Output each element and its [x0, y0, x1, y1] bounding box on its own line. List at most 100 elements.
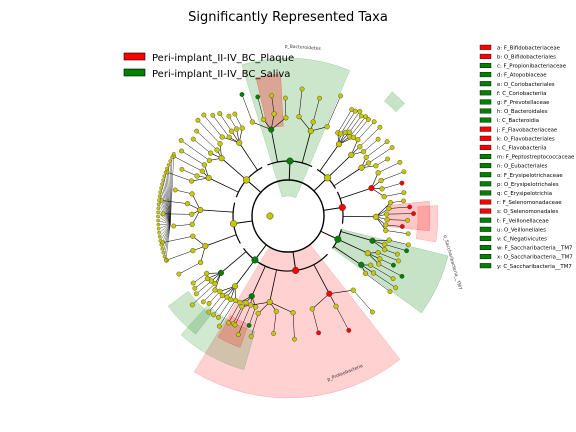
- taxa-key: a: F_Bifidobacteriaceae b: O_Bifidobacter…: [479, 44, 575, 270]
- class-branch: [200, 209, 234, 213]
- taxa-key-label: m: F_Peptostreptococcaceae: [497, 155, 575, 161]
- taxa-key-label: x: O_Saccharibacteria__TM7: [497, 255, 573, 261]
- leaf-node: [377, 124, 383, 130]
- order-node: [199, 168, 205, 174]
- leaf-branch: [387, 219, 408, 221]
- phylum-node: [286, 157, 294, 165]
- class-node: [266, 299, 273, 306]
- order-node: [373, 163, 379, 169]
- order-node: [212, 281, 218, 287]
- tip-node: [160, 182, 164, 186]
- leaf-node: [176, 271, 182, 277]
- taxa-key-swatch: [479, 99, 492, 105]
- leaf-node: [387, 289, 393, 295]
- order-node: [346, 129, 352, 135]
- leaf-branch: [312, 308, 319, 333]
- taxa-key-label: i: C_Bacteroidia: [497, 118, 539, 124]
- leaf-node: [226, 320, 231, 326]
- order-node: [219, 134, 225, 140]
- leaf-node: [235, 332, 241, 338]
- leaf-node: [160, 211, 166, 217]
- leaf-branch: [373, 272, 396, 288]
- tip-branch: [160, 192, 171, 225]
- leaf-branch: [166, 171, 192, 182]
- leaf-branch: [208, 295, 223, 313]
- leaf-node: [217, 111, 223, 116]
- order-node: [383, 227, 389, 234]
- bifidobacteriales-shade: [217, 315, 249, 348]
- tip-branch: [168, 164, 171, 225]
- taxa-key-label: a: F_Bifidobacteriaceae: [497, 45, 561, 51]
- order-node: [212, 287, 218, 293]
- order-node: [370, 270, 377, 276]
- leaf-branch: [353, 119, 369, 138]
- class-node: [248, 293, 255, 300]
- tip-node: [156, 226, 161, 231]
- leaf-branch: [180, 140, 210, 161]
- order-branch: [241, 301, 270, 307]
- phylum-node: [334, 235, 342, 243]
- leaf-node: [179, 166, 185, 172]
- order-node: [375, 170, 381, 176]
- tip-branch: [170, 157, 173, 225]
- leaf-node: [357, 108, 363, 114]
- tip-branch: [162, 180, 171, 225]
- leaf-branch: [175, 189, 193, 195]
- order-node: [375, 249, 381, 256]
- leaf-branch: [380, 171, 405, 181]
- leaf-node: [190, 280, 196, 286]
- taxa-key-label: j: F_Flavobacteriaceae: [496, 127, 558, 133]
- order-node: [377, 256, 383, 262]
- leaf-branch: [384, 244, 407, 251]
- order-branch: [375, 202, 391, 217]
- order-node: [189, 191, 195, 197]
- tip-node: [160, 247, 164, 251]
- order-node: [228, 296, 234, 303]
- leaf-branch: [345, 111, 361, 133]
- leaf-branch: [257, 96, 264, 120]
- tree-nodes-layer: [156, 86, 416, 342]
- order-branch: [269, 301, 294, 314]
- taxa-key-label: e: O_Coriobacteriales: [497, 82, 555, 88]
- order-node: [296, 114, 302, 120]
- tip-node: [163, 170, 168, 175]
- taxa-key-swatch: [479, 53, 492, 59]
- leaf-branch: [368, 147, 393, 164]
- leaf-node: [390, 276, 396, 281]
- tip-branch: [165, 172, 171, 225]
- leaf-node: [192, 285, 198, 291]
- leaf-node: [178, 138, 184, 143]
- order-node: [194, 173, 200, 179]
- leaf-branch: [219, 113, 232, 132]
- tip-node: [158, 239, 163, 243]
- tip-node: [156, 202, 161, 206]
- leaf-node: [385, 156, 391, 162]
- taxa-key-label: t: F_Veillonellaceae: [497, 218, 549, 224]
- bacteroidetes-clade-shade: [241, 57, 351, 198]
- taxa-key-label: v: C_Negativicutes: [497, 237, 547, 243]
- class-branch: [333, 167, 362, 187]
- order-node: [226, 134, 232, 140]
- tip-branch: [160, 188, 171, 225]
- class-branch: [313, 264, 330, 294]
- order-node: [206, 157, 213, 164]
- taxa-key-swatch: [479, 172, 492, 178]
- leaf-branch: [161, 200, 188, 204]
- leaf-branch: [357, 121, 375, 140]
- order-node: [208, 278, 215, 284]
- order-node: [365, 160, 372, 166]
- taxa-key-label: h: O_Bacteroidales: [497, 109, 548, 115]
- class-node: [364, 250, 371, 257]
- tip-branch: [158, 224, 171, 233]
- leaf-node: [206, 309, 212, 315]
- order-node: [217, 141, 223, 147]
- leaf-branch: [378, 263, 403, 277]
- order-node: [333, 303, 339, 309]
- leaf-node: [384, 139, 390, 145]
- class-node: [218, 155, 225, 162]
- order-node: [190, 233, 196, 239]
- order-node: [324, 124, 330, 130]
- tip-node: [166, 163, 171, 167]
- class-branch: [221, 157, 247, 181]
- leaf-node: [397, 159, 403, 165]
